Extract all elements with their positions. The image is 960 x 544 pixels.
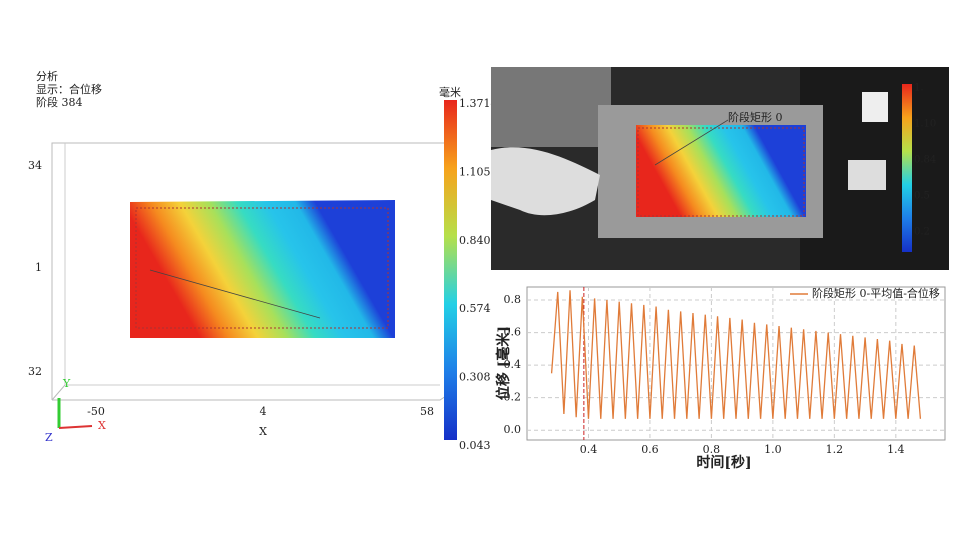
y-tick-label: 0.6 bbox=[504, 326, 522, 339]
colorbar-label: 0.2 bbox=[914, 227, 930, 238]
box-edge bbox=[51, 384, 66, 401]
roi-rect bbox=[135, 207, 389, 329]
y-axis-title: 位移 [毫米] bbox=[495, 326, 512, 400]
roi-rect bbox=[637, 127, 805, 217]
background-area bbox=[491, 67, 611, 147]
y-label: 34 bbox=[28, 159, 42, 172]
device-label bbox=[848, 160, 886, 190]
plot-frame bbox=[526, 286, 946, 441]
x-axis-title: X bbox=[259, 425, 267, 438]
y-tick-label: 0.4 bbox=[504, 358, 522, 371]
colorbar-title: 毫米 bbox=[439, 85, 461, 99]
x-label: 58 bbox=[420, 405, 434, 418]
hand bbox=[491, 147, 600, 216]
info-line: 阶段 384 bbox=[36, 95, 83, 109]
info-line: 分析 bbox=[36, 69, 58, 83]
y-label: 1 bbox=[35, 261, 42, 274]
legend-label: 阶段矩形 0-平均值-合位移 bbox=[812, 286, 940, 300]
analysis-panel: 分析 显示：合位移 阶段 384 34 1 32 -50 4 58 X Y X … bbox=[28, 69, 505, 452]
displacement-field bbox=[130, 200, 395, 338]
x-axis-title: 时间[秒] bbox=[696, 454, 751, 471]
colorbar-label: 0.5 bbox=[914, 191, 930, 202]
x-tick-label: 0.8 bbox=[703, 443, 721, 456]
x-tick-label: 1.2 bbox=[826, 443, 844, 456]
series-line bbox=[550, 290, 922, 419]
chart: 时间[秒] 位移 [毫米] 0.4 0.6 0.8 1.0 1.2 1.4 0.0 0.2 0.… bbox=[491, 272, 950, 477]
device bbox=[862, 92, 888, 122]
camera-view: 阶段矩形 0 1. 1.10 0.84 0.5 0.2 bbox=[491, 67, 949, 270]
x-tick-label: 0.4 bbox=[580, 443, 598, 456]
y-tick-label: 0.0 bbox=[504, 423, 522, 436]
triad-label: Y bbox=[62, 377, 71, 390]
x-tick-label: 1.0 bbox=[764, 443, 782, 456]
colorbar-label: 1. bbox=[914, 83, 924, 94]
probe-line bbox=[654, 119, 729, 166]
x-tick-label: 1.4 bbox=[887, 443, 905, 456]
camera-colorbar-ticks: 1. 1.10 0.84 0.5 0.2 bbox=[914, 83, 936, 238]
camera-field bbox=[636, 125, 806, 217]
y-tick-label: 0.2 bbox=[504, 391, 522, 404]
triad-x bbox=[58, 425, 93, 429]
x-label: 4 bbox=[260, 405, 267, 418]
roi-label: 阶段矩形 0 bbox=[728, 110, 783, 124]
triad-label: Z bbox=[45, 431, 53, 444]
colorbar bbox=[444, 100, 457, 440]
probe-line bbox=[149, 269, 321, 319]
y-tick-label: 0.8 bbox=[504, 293, 522, 306]
colorbar-label: 0.84 bbox=[914, 155, 936, 166]
x-label: -50 bbox=[87, 405, 105, 418]
camera-colorbar bbox=[902, 84, 912, 252]
y-label: 32 bbox=[28, 365, 42, 378]
colorbar-label: 1.10 bbox=[914, 119, 936, 130]
triad-label: X bbox=[98, 419, 106, 432]
x-tick-label: 0.6 bbox=[641, 443, 659, 456]
info-line: 显示：合位移 bbox=[36, 82, 102, 96]
